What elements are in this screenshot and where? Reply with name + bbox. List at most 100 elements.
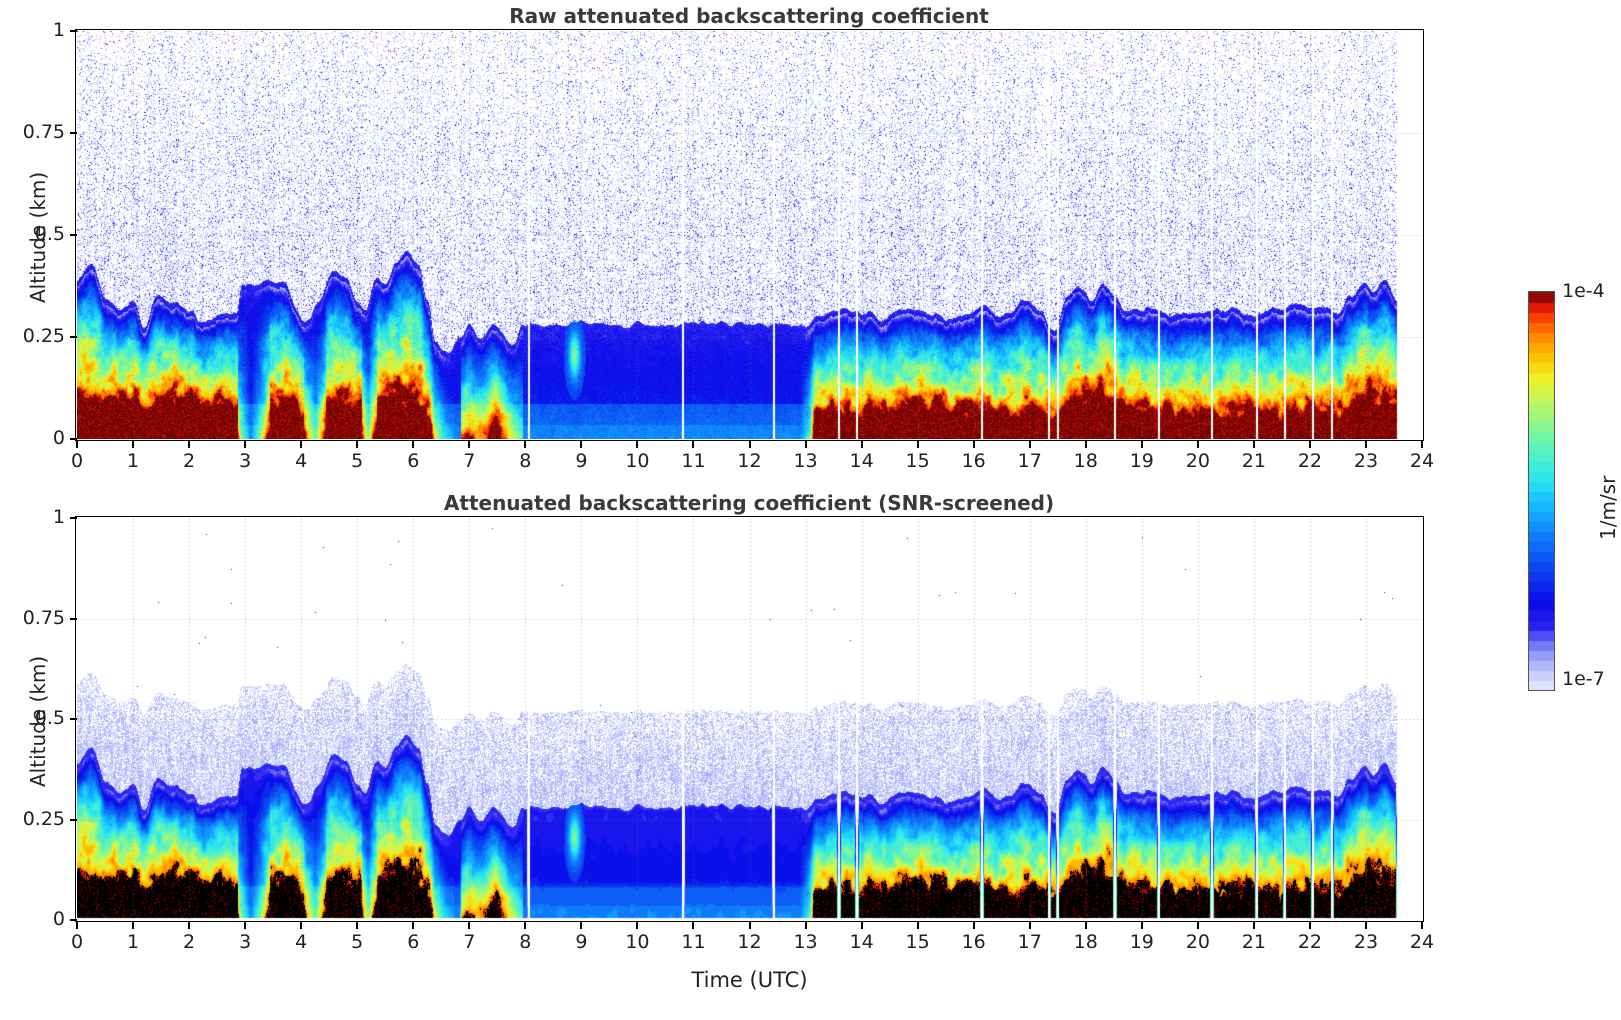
x-tick-label: 7 <box>463 931 476 953</box>
x-tick-label: 4 <box>295 450 308 472</box>
x-tickmark <box>1364 922 1367 929</box>
y-tick-label: 0 <box>52 427 65 449</box>
x-tickmark <box>636 922 639 929</box>
x-tick-label: 2 <box>183 450 196 472</box>
x-tickmark <box>1196 441 1199 448</box>
x-tick-label: 16 <box>961 450 986 472</box>
x-tick-label: 18 <box>1073 450 1098 472</box>
x-tickmark <box>1084 441 1087 448</box>
y-tick-label: 0.5 <box>34 223 65 245</box>
x-tick-label: 19 <box>1129 450 1154 472</box>
x-tickmark <box>916 441 919 448</box>
x-tick-label: 4 <box>295 931 308 953</box>
x-tick-label: 23 <box>1353 450 1379 472</box>
x-tick-label: 20 <box>1185 931 1210 953</box>
x-tickmark <box>244 441 247 448</box>
x-tickmark <box>76 922 78 929</box>
x-tickmark <box>1252 922 1255 929</box>
x-tickmark <box>804 922 807 929</box>
x-tick-label: 22 <box>1297 931 1322 953</box>
x-tick-label: 6 <box>407 931 420 953</box>
x-tickmark <box>524 441 527 448</box>
x-tick-label: 6 <box>407 450 420 472</box>
x-tickmark <box>468 441 471 448</box>
x-tickmark <box>972 441 975 448</box>
x-tick-label: 0 <box>70 931 84 953</box>
heatmap-screened <box>77 518 1422 920</box>
x-tickmark <box>748 922 751 929</box>
x-tick-label: 24 <box>1409 931 1435 953</box>
x-tickmark <box>300 441 303 448</box>
x-tickmark <box>132 922 135 929</box>
x-tickmark <box>1028 441 1031 448</box>
heatmap-raw <box>77 31 1422 439</box>
x-tickmark <box>1308 922 1311 929</box>
y-tick-label: 0.25 <box>22 807 65 830</box>
x-tickmark <box>1084 922 1087 929</box>
x-tick-label: 20 <box>1185 450 1210 472</box>
x-tick-label: 12 <box>737 931 762 953</box>
x-tickmark <box>1140 441 1143 448</box>
y-tick-label: 0.75 <box>22 121 65 143</box>
y-tick-label: 1 <box>52 506 65 528</box>
x-tick-label: 2 <box>183 931 196 953</box>
x-tick-label: 21 <box>1241 450 1266 472</box>
x-tickmark <box>1252 441 1255 448</box>
y-tickmark <box>70 30 77 32</box>
x-tick-label: 15 <box>905 450 930 472</box>
y-tickmark <box>70 718 77 720</box>
x-tickmark <box>76 441 78 448</box>
x-tickmark <box>636 441 639 448</box>
x-tickmark <box>1364 441 1367 448</box>
x-tick-label: 13 <box>793 931 818 953</box>
x-tick-label: 16 <box>961 931 986 953</box>
y-axis-label: Altitude (km) <box>26 171 50 303</box>
x-tickmark <box>916 922 919 929</box>
y-tickmark <box>70 234 77 236</box>
x-tick-label: 10 <box>625 931 650 953</box>
y-tickmark <box>70 336 77 338</box>
y-tickmark <box>70 818 77 821</box>
x-tickmark <box>860 441 863 448</box>
x-tickmark <box>356 922 359 929</box>
x-tick-label: 11 <box>681 931 706 953</box>
y-tickmark <box>70 438 77 440</box>
x-tick-label: 23 <box>1353 931 1379 953</box>
x-tick-label: 9 <box>575 450 588 472</box>
x-tickmark <box>748 441 751 448</box>
y-tick-label: 0.5 <box>34 707 65 729</box>
x-tick-label: 3 <box>239 931 252 953</box>
y-tickmark <box>70 132 77 134</box>
x-tickmark <box>412 922 415 929</box>
colorbar-max-label: 1e-4 <box>1562 280 1605 302</box>
x-tick-label: 3 <box>239 450 252 472</box>
x-tickmark <box>1196 922 1199 929</box>
x-tickmark <box>1421 441 1423 448</box>
x-tickmark <box>132 441 135 448</box>
x-tickmark <box>412 441 415 448</box>
x-axis-label: Time (UTC) <box>691 968 808 992</box>
y-axis-label: Altitude (km) <box>26 655 50 787</box>
colorbar <box>1528 291 1555 691</box>
x-tick-label: 19 <box>1129 931 1154 953</box>
x-tickmark <box>356 441 359 448</box>
x-tick-label: 5 <box>351 450 364 472</box>
x-tick-label: 10 <box>625 450 650 472</box>
y-tickmark <box>70 919 77 921</box>
x-tick-label: 24 <box>1409 450 1435 472</box>
y-tick-label: 0.75 <box>22 606 65 629</box>
x-tick-label: 9 <box>575 931 588 953</box>
x-tickmark <box>524 922 527 929</box>
x-tick-label: 21 <box>1241 931 1266 953</box>
y-tick-label: 0.25 <box>22 325 65 347</box>
x-tick-label: 17 <box>1017 450 1042 472</box>
x-tick-label: 13 <box>793 450 818 472</box>
x-tickmark <box>580 441 583 448</box>
x-tick-label: 14 <box>849 931 874 953</box>
x-tickmark <box>580 922 583 929</box>
x-tick-label: 1 <box>126 450 140 472</box>
colorbar-min-label: 1e-7 <box>1562 668 1605 690</box>
x-tick-label: 15 <box>905 931 930 953</box>
x-tickmark <box>804 441 807 448</box>
x-tickmark <box>1028 922 1031 929</box>
